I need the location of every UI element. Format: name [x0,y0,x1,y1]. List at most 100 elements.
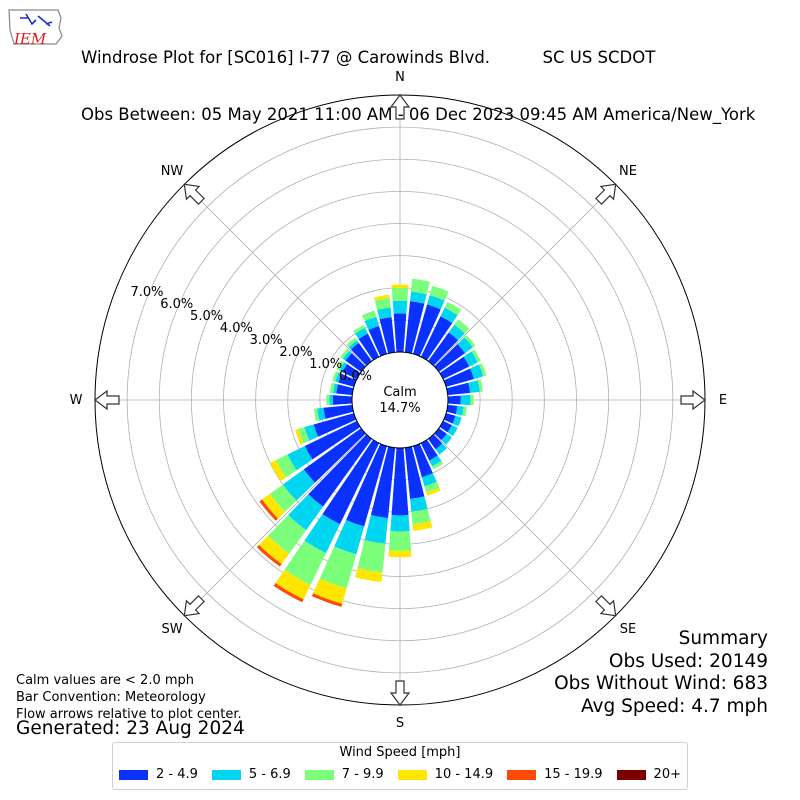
windrose-bar [322,439,380,525]
title-line-1: Windrose Plot for [SC016] I-77 @ Carowin… [81,48,656,67]
windrose-bar [440,307,458,324]
calm-label: Calm [383,385,416,400]
windrose-bar [357,539,386,573]
windrose-bar [336,360,345,371]
radial-label: 4.0% [220,321,253,336]
windrose-bar [452,415,462,427]
windrose-bar [411,278,430,295]
windrose-bar [287,446,313,471]
windrose-bar [446,404,458,415]
windrose-bar [444,301,462,316]
compass-label-w: W [70,393,83,408]
windrose-bar [374,297,391,310]
windrose-bar [262,493,285,519]
legend-swatch [304,769,334,780]
windrose-bar [348,340,359,350]
windrose-bar [350,342,372,366]
windrose-bar [410,496,428,512]
windrose-bar [304,514,340,554]
windrose-bar [434,428,447,441]
windrose-bar [454,319,470,334]
legend-items: 2 - 4.9 5 - 6.9 7 - 9.9 10 - 14.9 15 - 19.9 2… [119,767,681,782]
legend-item: 15 - 19.9 [507,767,603,782]
windrose-bar [332,371,339,382]
calm-value: 14.7% [379,401,420,416]
windrose-bar [342,363,361,380]
legend-title: Wind Speed [mph] [339,745,461,760]
legend-label: 10 - 14.9 [434,767,494,782]
windrose-bar [342,350,352,361]
windrose-bar [412,521,433,531]
windrose-bar [477,379,483,392]
legend-label: 7 - 9.9 [341,767,384,782]
generated-date: Generated: 23 Aug 2024 [16,718,245,739]
windrose-bar [313,413,357,437]
windrose-bar [471,349,481,363]
windrose-bar [391,287,409,301]
windrose-bar [448,324,465,341]
windrose-bar [304,420,361,460]
windrose-bar [446,382,471,396]
windrose-bar [388,531,412,551]
flow-arrows [94,94,706,706]
svg-text:IEM: IEM [13,30,47,48]
windrose-bar [335,372,342,383]
legend-item: 10 - 14.9 [397,767,494,782]
windrose-bar [463,351,478,367]
windrose-bar [364,515,389,544]
windrose-bar [388,550,412,558]
windrose-bar [346,443,387,527]
windrose-bar [464,335,476,348]
windrose-bar [298,427,310,444]
calm-circle [351,351,449,449]
avg-speed: Avg Speed: 4.7 mph [580,695,768,717]
summary-title: Summary [678,628,768,649]
windrose-bars [256,278,487,607]
windrose-bar [329,394,333,406]
flow-arrow-icon [595,595,617,617]
windrose-bar [393,313,407,353]
obs-used: Obs Used: 20149 [608,650,768,672]
windrose-bar [364,316,380,330]
flow-arrow-icon [183,183,205,205]
windrose-bar [303,428,366,483]
windrose-bar [470,364,484,380]
legend-item: 2 - 4.9 [119,767,198,782]
windrose-bar [317,407,326,421]
radial-label: 3.0% [250,333,283,348]
grid-spoke [184,184,367,367]
legend-label: 5 - 6.9 [248,767,291,782]
legend-swatch [507,769,537,780]
windrose-bar [377,307,392,320]
windrose-bar [455,405,464,416]
legend-swatch [616,769,646,780]
windrose-bar [345,353,366,372]
legend: Wind Speed [mph] 2 - 4.9 5 - 6.9 7 - 9.9 10… [112,742,688,790]
windrose-bar [404,301,425,354]
windrose-bar [447,395,461,405]
windrose-bar [288,494,324,531]
windrose-bar [295,428,304,445]
windrose-bar [460,394,471,406]
iem-logo-icon: IEM [8,9,63,48]
windrose-bar [420,439,438,461]
windrose-bar [478,363,487,377]
windrose-bar [374,294,390,301]
windrose-bar [439,420,452,433]
compass-label-n: N [395,70,405,85]
windrose-bar [361,310,377,322]
windrose-bar [468,380,480,393]
summary-block: Summary Obs Used: 20149 Obs Without Wind… [554,628,768,718]
windrose-bar [340,348,350,359]
windrose-bar [413,443,433,478]
windrose-bar [269,484,297,512]
windrose-bar [334,519,365,555]
windrose-bar [275,454,297,478]
radial-label: 7.0% [130,285,163,300]
windrose-bar [429,285,449,301]
compass-label-ne: NE [619,164,637,179]
flow-arrow-icon [595,183,617,205]
windrose-bar [379,317,396,354]
obs-without-wind: Obs Without Wind: 683 [554,673,768,694]
